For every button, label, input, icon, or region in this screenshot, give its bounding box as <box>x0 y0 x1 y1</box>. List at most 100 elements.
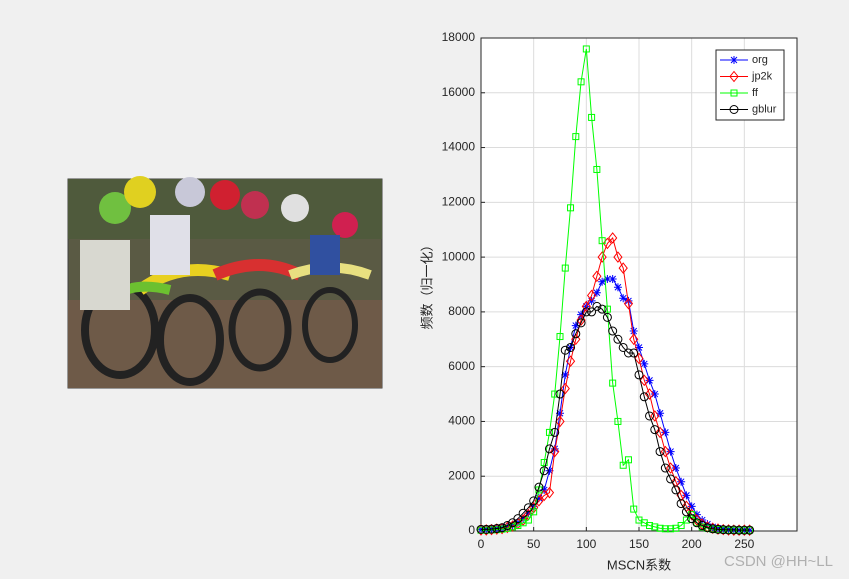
marker <box>724 525 734 535</box>
marker <box>597 304 607 314</box>
marker <box>529 502 538 511</box>
marker <box>572 133 580 141</box>
marker <box>613 283 622 292</box>
marker <box>619 294 628 303</box>
marker <box>655 447 665 457</box>
marker <box>598 277 607 286</box>
marker <box>650 390 659 399</box>
marker <box>729 105 739 114</box>
marker <box>671 485 681 495</box>
legend-label: ff <box>752 87 759 99</box>
marker <box>651 523 659 531</box>
y-tick-label: 18000 <box>442 30 476 44</box>
marker <box>481 524 491 534</box>
marker <box>640 359 649 368</box>
marker <box>561 264 569 272</box>
y-tick-label: 10000 <box>442 249 476 263</box>
marker <box>608 275 617 284</box>
y-tick-label: 16000 <box>442 85 476 99</box>
marker <box>560 382 570 395</box>
marker <box>588 113 596 121</box>
marker <box>550 445 560 458</box>
marker <box>713 524 723 534</box>
marker <box>708 522 717 531</box>
marker <box>571 329 581 339</box>
marker <box>545 428 553 436</box>
marker <box>666 474 676 484</box>
marker <box>619 461 627 469</box>
marker <box>581 307 591 317</box>
marker <box>677 477 686 486</box>
marker <box>661 525 669 533</box>
marker <box>729 70 739 83</box>
marker <box>529 496 539 506</box>
marker <box>603 305 611 313</box>
marker <box>660 445 670 458</box>
marker <box>544 444 554 454</box>
marker <box>586 289 597 302</box>
y-axis-label: 频数（归一化） <box>419 238 434 329</box>
marker <box>650 410 660 422</box>
marker <box>567 204 575 212</box>
y-tick-label: 12000 <box>442 195 476 209</box>
legend-label: org <box>752 54 768 66</box>
marker <box>556 333 564 341</box>
marker <box>656 409 665 418</box>
x-tick-label: 250 <box>734 537 754 551</box>
marker <box>671 475 681 488</box>
x-tick-label: 200 <box>682 537 702 551</box>
marker <box>629 333 639 346</box>
marker <box>608 326 618 336</box>
marker <box>624 456 632 464</box>
marker <box>613 334 623 344</box>
marker <box>639 374 649 387</box>
marker <box>729 525 739 535</box>
marker <box>681 507 691 517</box>
marker <box>524 509 533 518</box>
watermark: CSDN @HH~LL <box>724 553 833 570</box>
marker <box>587 307 597 317</box>
marker <box>576 318 586 328</box>
marker <box>534 482 544 492</box>
marker <box>551 390 559 398</box>
marker <box>745 525 755 535</box>
marker <box>623 348 633 358</box>
marker <box>692 518 702 528</box>
marker <box>509 523 517 531</box>
marker <box>476 524 486 534</box>
marker <box>693 519 701 527</box>
marker <box>650 425 660 435</box>
marker <box>550 427 560 437</box>
marker <box>523 503 533 513</box>
marker <box>623 297 634 310</box>
marker <box>556 409 564 418</box>
marker <box>676 499 686 509</box>
marker <box>593 165 601 173</box>
x-tick-label: 150 <box>629 537 649 551</box>
photo <box>67 176 383 389</box>
legend-box <box>715 49 785 121</box>
marker <box>661 428 670 437</box>
marker <box>671 464 680 473</box>
marker <box>566 342 576 352</box>
marker <box>646 522 654 530</box>
legend-label: jp2k <box>751 70 773 82</box>
y-tick-label: 4000 <box>448 414 475 428</box>
marker <box>677 522 685 530</box>
marker <box>582 45 590 53</box>
marker <box>676 489 686 502</box>
marker <box>644 388 655 400</box>
y-tick-label: 0 <box>468 523 475 537</box>
marker <box>603 275 612 284</box>
marker <box>545 466 554 475</box>
marker <box>656 524 664 532</box>
marker <box>655 426 665 439</box>
marker <box>635 343 643 352</box>
marker <box>708 524 718 534</box>
marker <box>561 370 570 379</box>
y-tick-label: 8000 <box>448 304 475 318</box>
marker <box>630 505 638 513</box>
marker <box>634 370 644 380</box>
marker <box>665 462 676 474</box>
